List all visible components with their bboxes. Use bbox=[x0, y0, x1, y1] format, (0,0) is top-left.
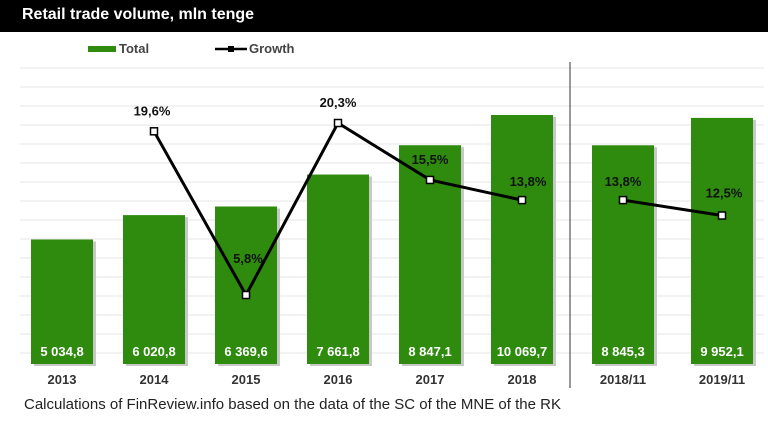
bar-value-label: 8 845,3 bbox=[601, 344, 644, 359]
growth-value-label: 5,8% bbox=[233, 251, 263, 266]
growth-point bbox=[618, 195, 628, 205]
growth-point bbox=[517, 195, 527, 205]
bar bbox=[123, 215, 185, 364]
bar-value-label: 7 661,8 bbox=[316, 344, 359, 359]
bar bbox=[691, 117, 753, 364]
bar-value-label: 10 069,7 bbox=[497, 344, 548, 359]
bar bbox=[592, 145, 654, 364]
x-tick-label: 2015 bbox=[232, 372, 261, 387]
chart: Total Growth 5 034,8 2013 6 020,8 2014 6 369,6… bbox=[20, 41, 764, 388]
growth-point bbox=[149, 127, 159, 136]
growth-point bbox=[241, 290, 251, 300]
x-tick-label: 2014 bbox=[140, 372, 170, 387]
growth-value-label: 13,8% bbox=[510, 174, 547, 189]
growth-value-label: 13,8% bbox=[605, 174, 642, 189]
source-note: Calculations of FinReview.info based on … bbox=[24, 396, 561, 413]
bar-value-label: 6 020,8 bbox=[132, 344, 175, 359]
x-tick-label: 2018 bbox=[508, 372, 537, 387]
bar bbox=[491, 115, 553, 364]
x-tick-label: 2019/11 bbox=[699, 372, 745, 387]
x-tick-label: 2017 bbox=[416, 372, 445, 387]
chart-title: Retail trade volume, mln tenge bbox=[22, 6, 255, 23]
growth-point bbox=[717, 211, 727, 220]
bar-value-label: 6 369,6 bbox=[224, 344, 267, 359]
x-tick-label: 2013 bbox=[48, 372, 77, 387]
bar bbox=[307, 174, 369, 364]
bar bbox=[215, 206, 277, 364]
growth-value-label: 19,6% bbox=[134, 103, 171, 118]
growth-value-label: 20,3% bbox=[320, 95, 357, 110]
bar bbox=[31, 239, 93, 364]
bar-value-label: 9 952,1 bbox=[700, 344, 743, 359]
legend-growth-label: Growth bbox=[249, 41, 295, 56]
growth-point bbox=[425, 175, 435, 185]
growth-value-label: 15,5% bbox=[412, 152, 449, 167]
bar-value-label: 8 847,1 bbox=[408, 344, 451, 359]
legend-growth-marker bbox=[228, 46, 234, 52]
title-bar: Retail trade volume, mln tenge bbox=[0, 0, 768, 32]
bar-value-label: 5 034,8 bbox=[40, 344, 83, 359]
x-tick-label: 2018/11 bbox=[600, 372, 646, 387]
growth-point bbox=[333, 118, 343, 128]
legend-total-label: Total bbox=[119, 41, 149, 56]
x-tick-label: 2016 bbox=[324, 372, 353, 387]
growth-value-label: 12,5% bbox=[706, 186, 743, 201]
growth-line bbox=[622, 198, 723, 218]
legend-total-swatch bbox=[88, 46, 116, 52]
